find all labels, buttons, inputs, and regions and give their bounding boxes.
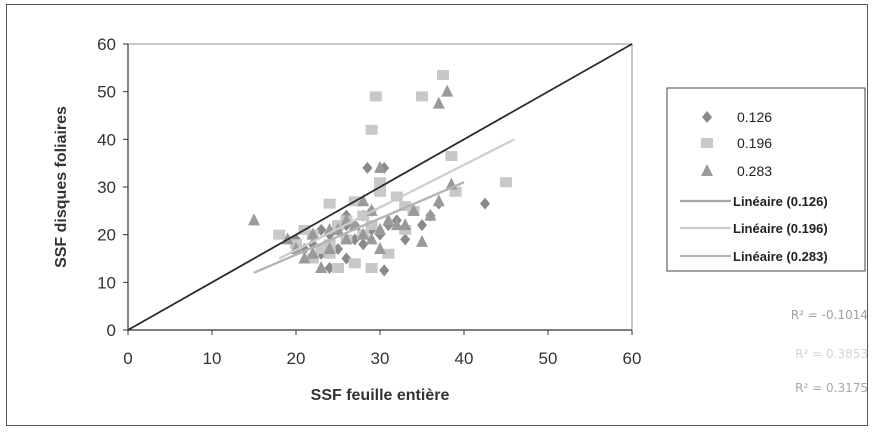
y-tick-label: 30 <box>97 178 116 197</box>
x-tick-label: 40 <box>455 349 474 368</box>
x-tick-label: 50 <box>539 349 558 368</box>
data-point-0196 <box>348 258 361 269</box>
data-point-0196 <box>449 186 462 197</box>
data-point-0283 <box>374 222 386 235</box>
plot-layer: 0 10 20 30 40 50 60 0 10 20 30 40 50 60 <box>97 35 641 368</box>
data-point-0126 <box>362 161 373 174</box>
data-point-0196 <box>382 248 395 259</box>
data-point-0196 <box>323 198 336 209</box>
data-point-0126 <box>417 219 427 232</box>
r2-label-0126: R² = -0.1014 <box>791 308 868 322</box>
data-point-0196 <box>374 177 386 188</box>
data-point-0283 <box>315 261 328 274</box>
x-tick-label: 0 <box>123 349 132 368</box>
data-point-0196 <box>416 91 428 102</box>
data-point-0283 <box>399 218 412 231</box>
data-point-0196 <box>500 177 512 188</box>
data-point-0283 <box>432 194 445 207</box>
legend-box <box>666 87 866 272</box>
data-point-0283 <box>374 160 386 173</box>
y-tick-label: 50 <box>97 83 116 102</box>
data-point-0196 <box>369 91 382 102</box>
legend-label-lin-0196: Linéaire (0.196) <box>733 221 828 236</box>
data-point-0196 <box>445 151 458 162</box>
data-point-0283 <box>306 227 319 240</box>
data-point-0196 <box>374 186 386 197</box>
x-axis-title: SSF feuille entière <box>311 387 450 404</box>
data-point-0196 <box>332 263 344 274</box>
trendline-3 <box>253 181 465 274</box>
data-point-0283 <box>390 218 403 231</box>
y-tick-label: 0 <box>107 321 116 340</box>
data-point-0283 <box>424 208 437 221</box>
data-point-0126 <box>400 233 411 246</box>
data-point-0126 <box>480 197 490 210</box>
r2-label-0283: R² = 0.3175 <box>795 381 868 395</box>
data-point-0126 <box>358 238 369 251</box>
data-point-0196 <box>437 69 449 80</box>
x-tick-label: 10 <box>203 349 222 368</box>
legend-label-lin-0283: Linéaire (0.283) <box>733 249 828 264</box>
data-point-0283 <box>382 213 395 226</box>
x-tick-label: 60 <box>623 349 642 368</box>
data-point-0283 <box>298 251 311 264</box>
y-tick-label: 20 <box>97 226 116 245</box>
y-tick-label: 40 <box>97 130 116 149</box>
legend-marker-0126 <box>702 111 712 123</box>
data-point-0283 <box>357 227 370 240</box>
data-point-0196 <box>315 243 328 254</box>
legend-marker-0196 <box>701 138 713 148</box>
legend-label-0283: 0.283 <box>737 163 772 179</box>
data-point-0283 <box>432 96 445 109</box>
data-point-0126 <box>379 264 390 277</box>
data-point-0283 <box>248 213 260 226</box>
data-point-0283 <box>323 241 336 254</box>
legend-label-0196: 0.196 <box>737 135 772 151</box>
legend: 0.126 0.196 0.283 Linéaire (0.126) Linéa… <box>666 87 866 272</box>
y-tick-label: 60 <box>97 35 116 54</box>
data-point-0283 <box>441 84 454 97</box>
data-point-0283 <box>340 232 353 245</box>
data-point-0283 <box>365 232 378 245</box>
legend-label-0126: 0.126 <box>737 109 772 125</box>
data-point-0196 <box>365 263 378 274</box>
x-tick-label: 20 <box>287 349 306 368</box>
data-point-0196 <box>273 229 286 240</box>
data-point-0283 <box>416 234 428 247</box>
data-point-0196 <box>399 201 412 212</box>
legend-marker-0283 <box>701 164 713 176</box>
data-point-0283 <box>407 203 420 216</box>
identity-line <box>127 43 633 331</box>
r2-label-0196: R² = 0.3853 <box>795 347 868 361</box>
data-point-0283 <box>357 194 370 207</box>
data-point-0196 <box>365 220 378 231</box>
y-tick-label: 10 <box>97 273 116 292</box>
data-point-0283 <box>306 246 319 259</box>
data-point-0196 <box>390 191 403 202</box>
y-axis-title: SSF disques foliaires <box>53 106 70 268</box>
x-tick-label: 30 <box>371 349 390 368</box>
legend-label-lin-0126: Linéaire (0.126) <box>733 194 828 209</box>
trendline-2 <box>278 138 515 260</box>
data-point-0196 <box>365 124 378 135</box>
data-point-0283 <box>374 241 386 254</box>
